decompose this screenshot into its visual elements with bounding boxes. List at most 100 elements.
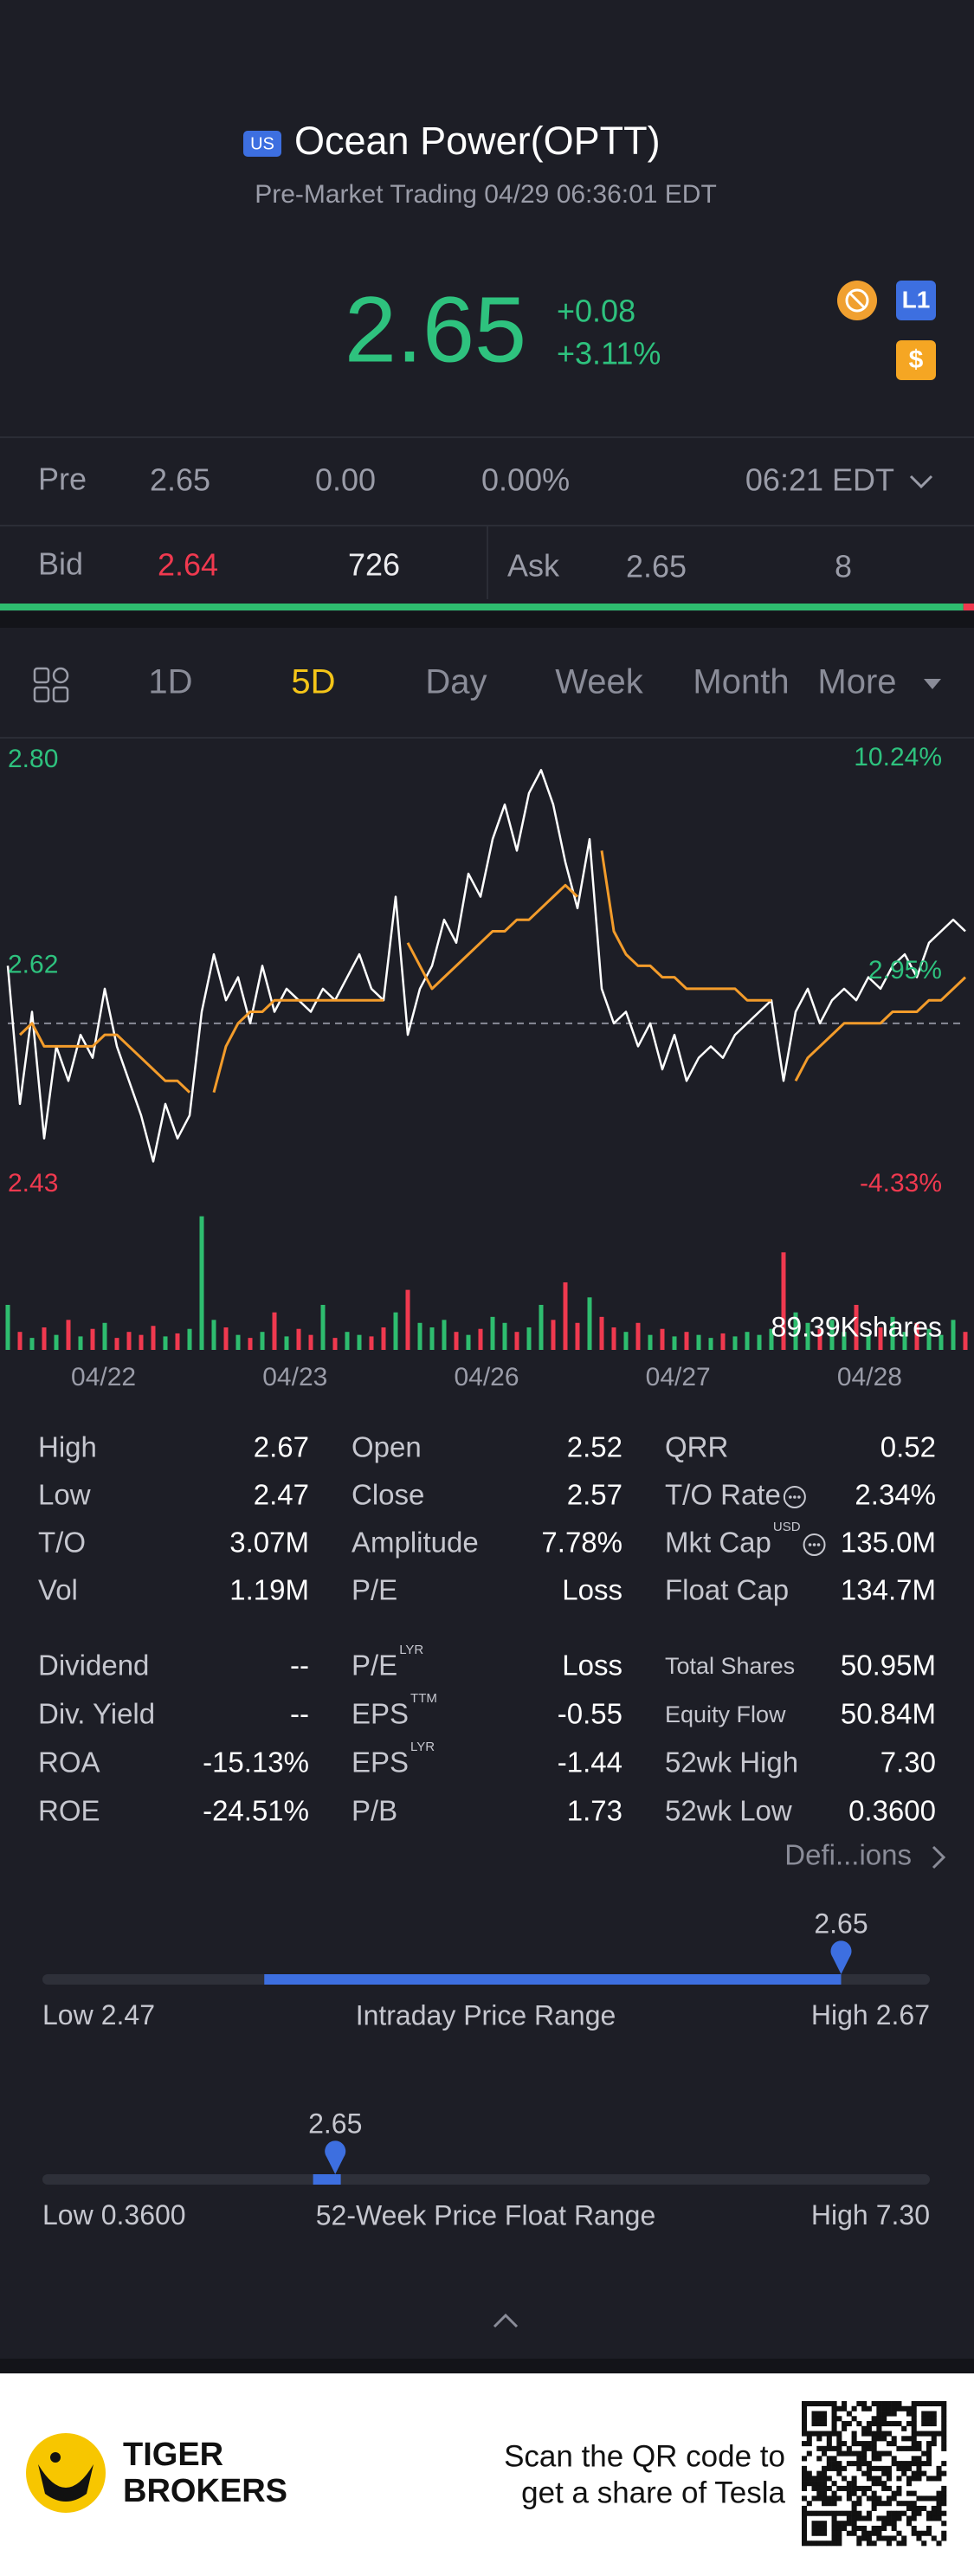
qr-module <box>936 2476 942 2482</box>
tab[interactable]: 1D <box>148 663 192 701</box>
qr-module <box>806 2476 812 2482</box>
qr-module <box>876 2495 882 2502</box>
qr-module <box>931 2495 937 2502</box>
qr-module <box>831 2481 837 2487</box>
range-high-label: High <box>811 2199 868 2231</box>
qr-module <box>901 2465 907 2471</box>
qr-module <box>816 2470 822 2476</box>
volume-bar <box>563 1282 568 1350</box>
qr-module <box>881 2421 887 2427</box>
qr-module <box>861 2485 868 2491</box>
tab[interactable]: More <box>817 663 896 701</box>
qr-module <box>856 2510 862 2516</box>
qr-module <box>856 2501 862 2507</box>
qr-module <box>886 2515 892 2521</box>
qr-module <box>891 2515 897 2521</box>
qr-module <box>886 2421 892 2427</box>
volume-bar <box>381 1327 386 1350</box>
qr-module <box>802 2465 808 2471</box>
qr-module <box>842 2401 848 2407</box>
qr-module <box>921 2495 927 2502</box>
stat-label: Float Cap <box>665 1574 789 1606</box>
qr-module <box>806 2501 812 2507</box>
bid-label: Bid <box>38 546 83 582</box>
qr-module <box>876 2515 882 2521</box>
qr-module <box>826 2461 832 2467</box>
qr-module <box>831 2411 837 2417</box>
info-icon-dot <box>793 1495 797 1499</box>
stat-value: 50.95M <box>841 1650 936 1682</box>
qr-module <box>822 2465 828 2471</box>
qr-module <box>831 2401 837 2407</box>
tab[interactable]: 5D <box>291 663 335 701</box>
qr-module <box>806 2431 812 2437</box>
qr-module <box>851 2481 857 2487</box>
qr-module <box>846 2521 852 2527</box>
volume-bar <box>260 1332 265 1350</box>
qr-module <box>886 2431 892 2437</box>
qr-module <box>906 2465 912 2471</box>
qr-module <box>816 2530 822 2536</box>
range-current: 2.65 <box>814 1908 868 1939</box>
qr-module <box>936 2470 942 2476</box>
collapse-caret[interactable] <box>493 2313 519 2328</box>
volume-label: 89.39Kshares <box>771 1311 942 1342</box>
qr-module <box>926 2456 932 2462</box>
qr-module <box>921 2411 927 2417</box>
qr-module <box>861 2535 868 2541</box>
qr-module <box>802 2441 808 2447</box>
qr-module <box>831 2540 837 2547</box>
market-badge <box>243 131 281 157</box>
qr-module <box>831 2535 837 2541</box>
stat-label: Amplitude <box>352 1527 479 1559</box>
qr-module <box>861 2405 868 2411</box>
qr-module <box>921 2421 927 2427</box>
qr-module <box>891 2456 897 2462</box>
price-line <box>18 850 967 1094</box>
range-high-value: 2.67 <box>876 1999 930 2030</box>
qr-module <box>941 2535 947 2541</box>
volume-bar <box>139 1334 144 1350</box>
qr-module <box>802 2405 808 2411</box>
qr-module <box>876 2411 882 2417</box>
bid-price: 2.64 <box>158 547 218 583</box>
qr-module <box>822 2490 828 2496</box>
qr-module <box>842 2421 848 2427</box>
qr-module <box>846 2421 852 2427</box>
qr-module <box>911 2501 917 2507</box>
tab[interactable]: Day <box>425 663 487 701</box>
badge-l1-text: L1 <box>902 286 931 313</box>
qr-module <box>881 2470 887 2476</box>
volume-bar <box>684 1332 689 1350</box>
volume-bar <box>939 1334 944 1350</box>
qr-module <box>802 2535 808 2541</box>
qr-module <box>811 2540 817 2547</box>
qr-module <box>871 2501 877 2507</box>
qr-module <box>811 2421 817 2427</box>
qr-module <box>926 2530 932 2536</box>
footer-text: get a share of Tesla <box>521 2476 785 2509</box>
definitions-link[interactable]: Defi...ions <box>784 1839 912 1871</box>
badge-l1 <box>896 281 936 320</box>
qr-module <box>906 2476 912 2482</box>
qr-module <box>836 2465 842 2471</box>
stat-value: -- <box>290 1650 309 1682</box>
range-low-value: 0.3600 <box>101 2199 186 2231</box>
stat-value: 134.7M <box>841 1574 936 1606</box>
qr-module <box>886 2501 892 2507</box>
qr-module <box>836 2431 842 2437</box>
volume-bar <box>587 1297 592 1350</box>
qr-module <box>802 2505 808 2511</box>
qr-module <box>911 2441 917 2447</box>
stat-label: P/E <box>352 1650 397 1682</box>
qr-module <box>856 2525 862 2532</box>
tab[interactable]: Week <box>555 663 644 701</box>
volume-bar <box>17 1332 23 1350</box>
tab[interactable]: Month <box>693 663 789 701</box>
dropdown-chevron <box>909 475 933 489</box>
qr-module <box>856 2461 862 2467</box>
qr-module <box>802 2411 808 2417</box>
qr-module <box>836 2510 842 2516</box>
stat-value: 7.78% <box>541 1527 622 1559</box>
qr-module <box>916 2476 922 2482</box>
